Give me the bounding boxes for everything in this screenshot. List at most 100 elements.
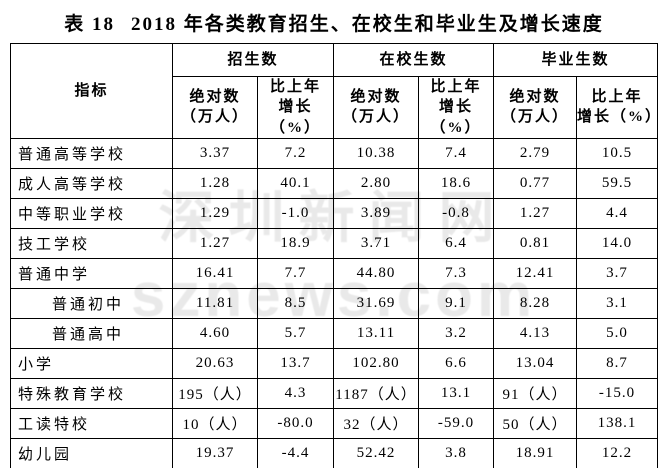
graduates-absolute-header: 绝对数 （万人） [493, 76, 578, 139]
value-cell: -0.8 [418, 197, 495, 229]
value-cell: 195（人） [172, 377, 258, 409]
value-cell: 13.7 [256, 347, 335, 379]
value-cell: 6.6 [418, 347, 495, 379]
value-cell: 12.2 [576, 437, 659, 468]
value-cell: 10.5 [576, 137, 659, 169]
value-cell: 6.4 [418, 227, 495, 259]
indicator-cell: 成人高等学校 [10, 167, 173, 199]
table-row: 小学 20.63 13.7 102.80 6.6 13.04 8.7 [10, 347, 659, 379]
value-cell: 11.81 [172, 287, 258, 319]
value-cell: 4.13 [493, 317, 578, 349]
graduates-growth-header: 比上年 增长（%） [576, 76, 660, 139]
value-cell: 1.27 [493, 197, 578, 229]
table-row: 普通高中 4.60 5.7 13.11 3.2 4.13 5.0 [10, 317, 659, 349]
value-cell: 13.1 [418, 377, 495, 409]
value-cell: 4.4 [576, 197, 659, 229]
value-cell: 8.28 [493, 287, 578, 319]
indicator-cell: 普通高中 [10, 317, 173, 349]
value-cell: 10（人） [172, 407, 258, 439]
table-row: 工读特校 10（人） -80.0 32（人） -59.0 50（人） 138.1 [10, 407, 659, 439]
enrollment-absolute-header: 绝对数 （万人） [172, 76, 258, 139]
value-cell: 13.04 [493, 347, 578, 379]
value-cell: 91（人） [493, 377, 578, 409]
value-cell: 5.0 [576, 317, 659, 349]
value-cell: 59.5 [576, 167, 659, 199]
value-cell: 3.2 [418, 317, 495, 349]
value-cell: 5.7 [256, 317, 335, 349]
value-cell: 8.5 [256, 287, 335, 319]
value-cell: 1.27 [172, 227, 258, 259]
value-cell: 4.60 [172, 317, 258, 349]
students-group-header: 在校生数 [333, 43, 495, 77]
table-row: 技工学校 1.27 18.9 3.71 6.4 0.81 14.0 [10, 227, 659, 259]
header-group-row: 指标 招生数 在校生数 毕业生数 [10, 43, 659, 139]
value-cell: 3.89 [333, 197, 420, 229]
value-cell: 2.80 [333, 167, 420, 199]
indicator-cell: 普通中学 [10, 257, 173, 289]
value-cell: 18.9 [256, 227, 335, 259]
table-container: 深圳新闻网 sznews.com 指标 招生数 在校生数 毕业生数 [10, 43, 660, 468]
value-cell: 7.2 [256, 137, 335, 169]
page-title: 表 18 2018 年各类教育招生、在校生和毕业生及增长速度 [0, 0, 668, 36]
value-cell: 16.41 [172, 257, 258, 289]
value-cell: -1.0 [256, 197, 335, 229]
indicator-cell: 工读特校 [10, 407, 173, 439]
value-cell: 102.80 [333, 347, 420, 379]
table-row: 普通中学 16.41 7.7 44.80 7.3 12.41 3.7 [10, 257, 659, 289]
value-cell: 2.79 [493, 137, 578, 169]
value-cell: -4.4 [256, 437, 335, 468]
graduates-group-header: 毕业生数 [493, 43, 659, 77]
value-cell: 0.77 [493, 167, 578, 199]
students-growth-header: 比上年 增长（%） [418, 76, 495, 139]
value-cell: 1.29 [172, 197, 258, 229]
value-cell: 1187（人） [333, 377, 420, 409]
value-cell: 1.28 [172, 167, 258, 199]
value-cell: 0.81 [493, 227, 578, 259]
value-cell: 3.1 [576, 287, 659, 319]
value-cell: 3.71 [333, 227, 420, 259]
table-body: 普通高等学校 3.37 7.2 10.38 7.4 2.79 10.5 成人高等学校 1.28 4… [10, 137, 659, 468]
indicator-cell: 特殊教育学校 [10, 377, 173, 409]
indicator-cell: 幼儿园 [10, 437, 173, 468]
value-cell: 138.1 [576, 407, 659, 439]
table-number: 表 18 [64, 14, 115, 35]
table-row: 特殊教育学校 195（人） 4.3 1187（人） 13.1 91（人） -15.0 [10, 377, 659, 409]
value-cell: 3.37 [172, 137, 258, 169]
indicator-cell: 普通高等学校 [10, 137, 173, 169]
table-row: 成人高等学校 1.28 40.1 2.80 18.6 0.77 59.5 [10, 167, 659, 199]
table-row: 中等职业学校 1.29 -1.0 3.89 -0.8 1.27 4.4 [10, 197, 659, 229]
value-cell: 13.11 [333, 317, 420, 349]
value-cell: 40.1 [256, 167, 335, 199]
indicator-cell: 技工学校 [10, 227, 173, 259]
enrollment-growth-header: 比上年 增长（%） [256, 76, 335, 139]
value-cell: 32（人） [333, 407, 420, 439]
table-row: 普通高等学校 3.37 7.2 10.38 7.4 2.79 10.5 [10, 137, 659, 169]
value-cell: 19.37 [172, 437, 258, 468]
value-cell: 9.1 [418, 287, 495, 319]
table-row: 幼儿园 19.37 -4.4 52.42 3.8 18.91 12.2 [10, 437, 659, 468]
value-cell: 7.4 [418, 137, 495, 169]
enrollment-group-header: 招生数 [171, 43, 335, 77]
value-cell: 7.7 [256, 257, 335, 289]
indicator-header-cell: 指标 [10, 43, 173, 139]
indicator-cell: 普通初中 [10, 287, 173, 319]
indicator-cell: 小学 [10, 347, 173, 379]
table-row: 普通初中 11.81 8.5 31.69 9.1 8.28 3.1 [10, 287, 659, 319]
value-cell: 18.91 [493, 437, 578, 468]
value-cell: 3.7 [576, 257, 659, 289]
value-cell: 12.41 [493, 257, 578, 289]
value-cell: 14.0 [576, 227, 659, 259]
value-cell: 4.3 [256, 377, 335, 409]
value-cell: 50（人） [493, 407, 578, 439]
value-cell: 18.6 [418, 167, 495, 199]
header-sub-row: 绝对数 （万人） 比上年 增长（%） 绝对数 （万人） 比上年 增长（%） 绝对数 （万人… [11, 76, 660, 139]
students-absolute-header: 绝对数 （万人） [333, 76, 420, 139]
value-cell: 31.69 [333, 287, 420, 319]
value-cell: -59.0 [418, 407, 495, 439]
value-cell: 3.8 [418, 437, 495, 468]
education-statistics-table: 指标 招生数 在校生数 毕业生数 绝对数 （万人） 比上年 增长（%） 绝对数 （万人… [10, 43, 660, 468]
value-cell: 52.42 [333, 437, 420, 468]
value-cell: 7.3 [418, 257, 495, 289]
indicator-cell: 中等职业学校 [10, 197, 173, 229]
